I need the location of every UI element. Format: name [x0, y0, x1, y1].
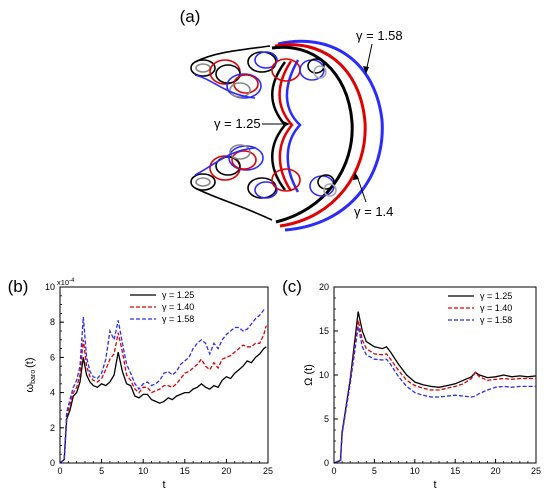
b-legend-label-0: γ = 1.25: [162, 290, 194, 300]
c-series-line-0: [333, 311, 537, 464]
c-legend-label-0: γ = 1.25: [480, 291, 512, 301]
annotation-gamma-158: γ = 1.58: [356, 28, 403, 43]
b-ytick-label: 8: [50, 317, 55, 327]
b-legend-label-1: γ = 1.40: [162, 302, 194, 312]
b-ytick-label: 0: [50, 458, 55, 468]
panel-c-xlabel: t: [433, 479, 436, 491]
panel-b-label: (b): [8, 277, 29, 296]
panel-b-xlabel: t: [162, 479, 165, 491]
panel-b-exponent-label: x10-4: [57, 278, 75, 287]
c-xtick-label: 25: [531, 466, 541, 476]
annotation-arrowhead-125: [283, 121, 290, 127]
vortex-cluster-bottom: [190, 144, 337, 221]
c-xtick-label: 15: [450, 466, 460, 476]
panel-a-label: (a): [180, 7, 201, 26]
panel-a-interface-plot: (a): [180, 7, 403, 232]
panel-b-legend: γ = 1.25 γ = 1.40 γ = 1.58: [130, 290, 194, 324]
interface-inner-dimple-red: [278, 60, 294, 192]
annotation-arrowhead-14: [353, 172, 359, 180]
c-ytick-label: 15: [319, 326, 329, 336]
c-series-line-2: [333, 326, 536, 464]
b-xtick-label: 5: [99, 466, 104, 476]
panel-b-omega-baro-chart: (b) 0 5 10 15 20 25 0 2 4 6 8 10 x10-4 t ωbaro(t) γ…: [8, 277, 273, 491]
annotation-arrow-14: [356, 175, 367, 203]
b-legend-label-2: γ = 1.58: [162, 314, 194, 324]
interface-gamma-140: [274, 43, 367, 228]
interface-inner-dimple-blue: [285, 59, 302, 193]
annotation-arrowhead-158: [363, 66, 369, 74]
b-ytick-label: 10: [45, 282, 55, 292]
panel-c-ylabel: Ω (t): [303, 364, 315, 386]
b-xtick-label: 25: [263, 466, 273, 476]
c-xtick-label: 5: [372, 466, 377, 476]
b-xtick-label: 15: [180, 466, 190, 476]
panel-c-label: (c): [282, 277, 302, 296]
c-xtick-label: 10: [410, 466, 420, 476]
c-series-line-1: [333, 320, 536, 464]
b-series-line-1: [59, 325, 267, 464]
c-ytick-label: 10: [319, 370, 329, 380]
panel-c-legend: γ = 1.25 γ = 1.40 γ = 1.58: [448, 291, 512, 325]
interface-gamma-125: [271, 45, 354, 224]
b-xtick-label: 0: [57, 466, 62, 476]
c-xtick-label: 20: [491, 466, 501, 476]
b-ytick-label: 6: [50, 352, 55, 362]
interface-gamma-158: [277, 39, 384, 232]
b-xtick-label: 20: [221, 466, 231, 476]
b-xtick-label: 10: [138, 466, 148, 476]
b-series-line-0: [59, 346, 267, 464]
b-series-line-2: [59, 309, 267, 464]
vortex-cluster-top: [190, 45, 327, 99]
b-ytick-label: 2: [50, 423, 55, 433]
annotation-gamma-14: γ = 1.4: [354, 204, 393, 219]
annotation-gamma-125: γ = 1.25: [214, 116, 261, 131]
c-xtick-label: 0: [331, 466, 336, 476]
c-legend-label-1: γ = 1.40: [480, 303, 512, 313]
panel-b-ylabel: ωbaro(t): [24, 358, 37, 393]
c-ytick-label: 0: [324, 458, 329, 468]
b-ytick-label: 4: [50, 388, 55, 398]
c-ytick-label: 5: [324, 414, 329, 424]
c-ytick-label: 20: [319, 282, 329, 292]
c-legend-label-2: γ = 1.58: [480, 315, 512, 325]
